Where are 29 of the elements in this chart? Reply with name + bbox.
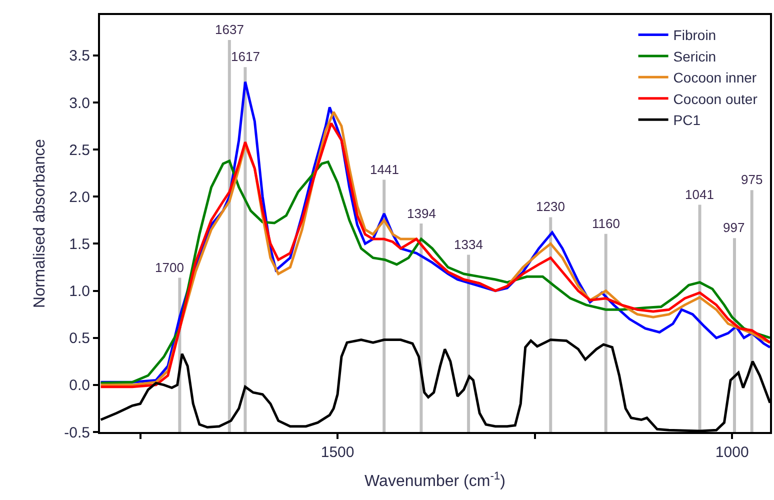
x-tick-label: 1500 xyxy=(320,444,354,461)
ref-line-label: 997 xyxy=(723,220,745,235)
y-tick-label: 3.0 xyxy=(69,94,90,112)
y-tick-label: 1.5 xyxy=(69,236,90,253)
y-tick-label: 2.5 xyxy=(69,142,90,159)
ref-line-label: 1230 xyxy=(536,199,565,214)
ref-line-label: 1334 xyxy=(454,237,483,252)
y-axis-title: Normalised absorbance xyxy=(32,138,49,308)
ref-line-label: 1160 xyxy=(592,216,620,231)
ref-line-label: 1041 xyxy=(685,187,714,202)
ref-line-label: 975 xyxy=(741,172,763,187)
y-tick-label: 0.0 xyxy=(69,377,90,394)
y-tick-label: 0.5 xyxy=(69,330,90,348)
ref-line-label: 1617 xyxy=(231,49,260,64)
ref-line-label: 1441 xyxy=(370,162,399,177)
ref-line-label: 1394 xyxy=(407,206,436,221)
y-tick-label: 2.0 xyxy=(69,188,90,206)
y-tick-label: -0.5 xyxy=(64,424,90,442)
x-tick-label: 1000 xyxy=(715,444,749,461)
legend-label: Cocoon inner xyxy=(673,70,757,86)
legend-label: Fibroin xyxy=(673,27,716,44)
y-tick-label: 1.0 xyxy=(69,283,90,300)
legend-label: Cocoon outer xyxy=(673,90,758,107)
legend-label: Sericin xyxy=(673,48,716,64)
legend-label: PC1 xyxy=(673,112,701,128)
x-axis-title: Wavenumber (cm$^{-1}$) xyxy=(364,470,506,490)
y-tick-label: 3.5 xyxy=(69,48,90,65)
ref-line-label: 1637 xyxy=(215,22,244,37)
ref-line-label: 1700 xyxy=(155,260,184,275)
